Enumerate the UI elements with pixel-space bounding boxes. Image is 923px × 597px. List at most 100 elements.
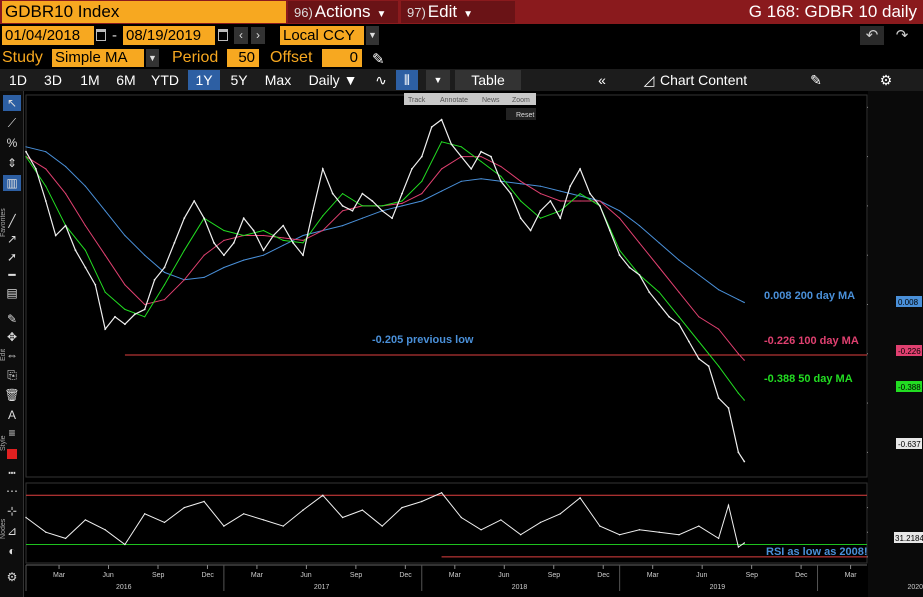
x-year-label: 2017 bbox=[314, 584, 330, 591]
bar-chart-icon[interactable]: ⫴ bbox=[396, 70, 418, 90]
trash-icon[interactable]: 🗑 bbox=[4, 388, 20, 402]
line-style-icon[interactable]: ┅ bbox=[8, 466, 16, 480]
range-1y-button[interactable]: 1Y bbox=[188, 70, 220, 90]
x-tick-label: Mar bbox=[251, 572, 264, 579]
sidebar-settings-icon[interactable]: ⚙ bbox=[6, 570, 18, 584]
price-point bbox=[114, 315, 116, 318]
price-point bbox=[420, 155, 423, 158]
price-point bbox=[183, 217, 186, 220]
hline-tool-icon[interactable]: ━ bbox=[8, 268, 16, 282]
chart-svg[interactable]: 0.8000.6000.4000.200 604020 Mar Jun Sep Dec… bbox=[24, 91, 923, 597]
ma200-point bbox=[45, 151, 47, 153]
offset-field[interactable]: 0 bbox=[322, 49, 362, 67]
ma100-point bbox=[144, 303, 146, 306]
range-ytd-button[interactable]: YTD bbox=[146, 70, 184, 90]
pen-tool-icon[interactable]: ✎ bbox=[6, 312, 18, 326]
trendline-icon[interactable]: ⟋ bbox=[7, 116, 17, 130]
annotate-button[interactable]: Annotate bbox=[440, 97, 468, 104]
start-date-field[interactable]: 01/04/2018 bbox=[2, 26, 94, 45]
rsi-point bbox=[302, 509, 304, 511]
ma50-annotation: -0.388 50 day MA bbox=[764, 373, 853, 385]
ray-tool-icon[interactable]: ↗ bbox=[6, 232, 18, 246]
y-axis-strip bbox=[868, 91, 923, 597]
channel-icon[interactable]: ⇕ bbox=[6, 156, 18, 170]
table-button[interactable]: Table bbox=[455, 70, 521, 90]
ma200-point bbox=[678, 259, 680, 261]
collapse-panel-icon[interactable]: « bbox=[590, 70, 614, 90]
currency-dropdown-icon[interactable]: ▼ bbox=[366, 26, 379, 45]
range-1d-button[interactable]: 1D bbox=[4, 70, 32, 90]
line-chart-icon[interactable]: ∿ bbox=[370, 70, 392, 90]
study-field[interactable]: Simple MA bbox=[52, 49, 144, 67]
ma200-point bbox=[638, 225, 641, 227]
node-color-icon[interactable]: ◐ bbox=[8, 544, 16, 558]
ma50-point bbox=[698, 340, 700, 343]
range-max-button[interactable]: Max bbox=[258, 70, 298, 90]
ma100-point bbox=[163, 299, 166, 301]
arrow-tool-icon[interactable]: ➚ bbox=[6, 250, 18, 264]
line-dash-icon[interactable]: ⋯ bbox=[6, 484, 18, 498]
price-point bbox=[282, 224, 285, 227]
ma50-point bbox=[361, 205, 363, 207]
undo-icon[interactable]: ↶ bbox=[860, 26, 884, 45]
actions-label: Actions bbox=[314, 2, 371, 21]
track-button[interactable]: Track bbox=[408, 97, 426, 104]
percent-icon[interactable]: % bbox=[6, 136, 18, 150]
text-tool-icon[interactable]: A bbox=[7, 408, 16, 422]
chart-content-button[interactable]: Chart Content bbox=[660, 70, 760, 90]
price-point bbox=[54, 234, 57, 237]
date-range-bar: 01/04/2018 - 08/19/2019 ‹ › Local CCY ▼ … bbox=[0, 24, 923, 46]
edit-menu[interactable]: 97) Edit ▼ bbox=[401, 1, 515, 23]
reset-button[interactable]: Reset bbox=[516, 112, 534, 119]
news-button[interactable]: News bbox=[482, 97, 500, 104]
node-edit-icon[interactable]: ⊿ bbox=[6, 524, 18, 538]
calendar-icon[interactable] bbox=[96, 29, 106, 41]
ticker-field[interactable]: GDBR10 Index bbox=[2, 1, 286, 23]
chart-type-dropdown-icon[interactable]: ▼ bbox=[426, 70, 450, 90]
calendar-icon[interactable] bbox=[218, 29, 228, 41]
chart-area[interactable]: 0.8000.6000.4000.200 604020 Mar Jun Sep Dec… bbox=[24, 91, 923, 597]
rsi-point bbox=[440, 492, 443, 494]
rsi-point bbox=[717, 537, 720, 540]
period-field[interactable]: 50 bbox=[227, 49, 259, 67]
redo-icon[interactable]: ↷ bbox=[895, 27, 909, 44]
rsi-point bbox=[45, 531, 47, 533]
study-dropdown-icon[interactable]: ▼ bbox=[146, 49, 159, 67]
zoom-button[interactable]: Zoom bbox=[512, 97, 530, 104]
range-6m-button[interactable]: 6M bbox=[110, 70, 142, 90]
rsi-point bbox=[262, 519, 265, 521]
line-tool-icon[interactable]: ╱ bbox=[8, 214, 16, 228]
x-year-label: 2018 bbox=[512, 584, 528, 591]
cursor-icon[interactable]: ↖ bbox=[3, 95, 21, 111]
frequency-dropdown[interactable]: Daily ▼ bbox=[302, 70, 364, 90]
range-3d-button[interactable]: 3D bbox=[38, 70, 68, 90]
ma100-tag: -0.226 bbox=[898, 347, 921, 356]
ma200-point bbox=[579, 195, 581, 197]
next-period-button[interactable]: › bbox=[251, 27, 265, 44]
rsi-point bbox=[163, 521, 166, 524]
pencil-icon[interactable]: ✎ bbox=[372, 51, 385, 68]
edit-chart-icon[interactable]: ✎ bbox=[806, 70, 826, 90]
move-tool-icon[interactable]: ✥ bbox=[6, 330, 18, 344]
copy-tool-icon[interactable]: ⎘ bbox=[7, 368, 17, 382]
currency-field[interactable]: Local CCY bbox=[280, 26, 364, 45]
price-point bbox=[500, 180, 502, 183]
range-1m-button[interactable]: 1M bbox=[74, 70, 106, 90]
price-point bbox=[351, 209, 354, 212]
ma50-point bbox=[45, 185, 47, 187]
price-point bbox=[143, 308, 146, 311]
line-width-icon[interactable]: ≡ bbox=[8, 426, 16, 440]
rsi-point bbox=[322, 494, 324, 496]
resize-tool-icon[interactable]: ⇔ bbox=[6, 348, 18, 362]
fib-icon[interactable]: ▥ bbox=[3, 175, 21, 191]
end-date-field[interactable]: 08/19/2019 bbox=[123, 26, 215, 45]
x-year-label: 2016 bbox=[116, 584, 132, 591]
ruler-tool-icon[interactable]: ▤ bbox=[6, 286, 18, 300]
actions-menu[interactable]: 96) Actions ▼ bbox=[288, 1, 398, 23]
edit-label: Edit bbox=[427, 2, 458, 21]
range-5y-button[interactable]: 5Y bbox=[224, 70, 254, 90]
prev-period-button[interactable]: ‹ bbox=[234, 27, 248, 44]
node-tool-icon[interactable]: ⊹ bbox=[6, 504, 18, 518]
settings-gear-icon[interactable]: ⚙ bbox=[876, 70, 896, 90]
color-swatch-icon[interactable] bbox=[3, 447, 21, 463]
